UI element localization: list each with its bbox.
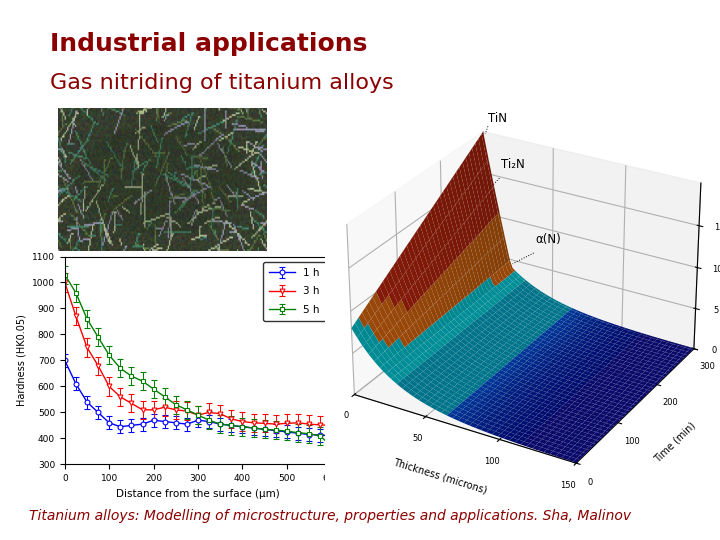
Text: Industrial applications: Industrial applications [50,32,368,56]
Legend: 1 h, 3 h, 5 h: 1 h, 3 h, 5 h [263,262,326,321]
Text: Gas nitriding of titanium alloys: Gas nitriding of titanium alloys [50,73,394,93]
X-axis label: Thickness (microns): Thickness (microns) [392,457,487,496]
Y-axis label: Hardness (HK0.05): Hardness (HK0.05) [17,314,27,407]
X-axis label: Distance from the surface (μm): Distance from the surface (μm) [116,489,280,498]
Y-axis label: Time (min): Time (min) [653,420,698,464]
Text: Titanium alloys: Modelling of microstructure, properties and applications. Sha, : Titanium alloys: Modelling of microstruc… [29,509,631,523]
